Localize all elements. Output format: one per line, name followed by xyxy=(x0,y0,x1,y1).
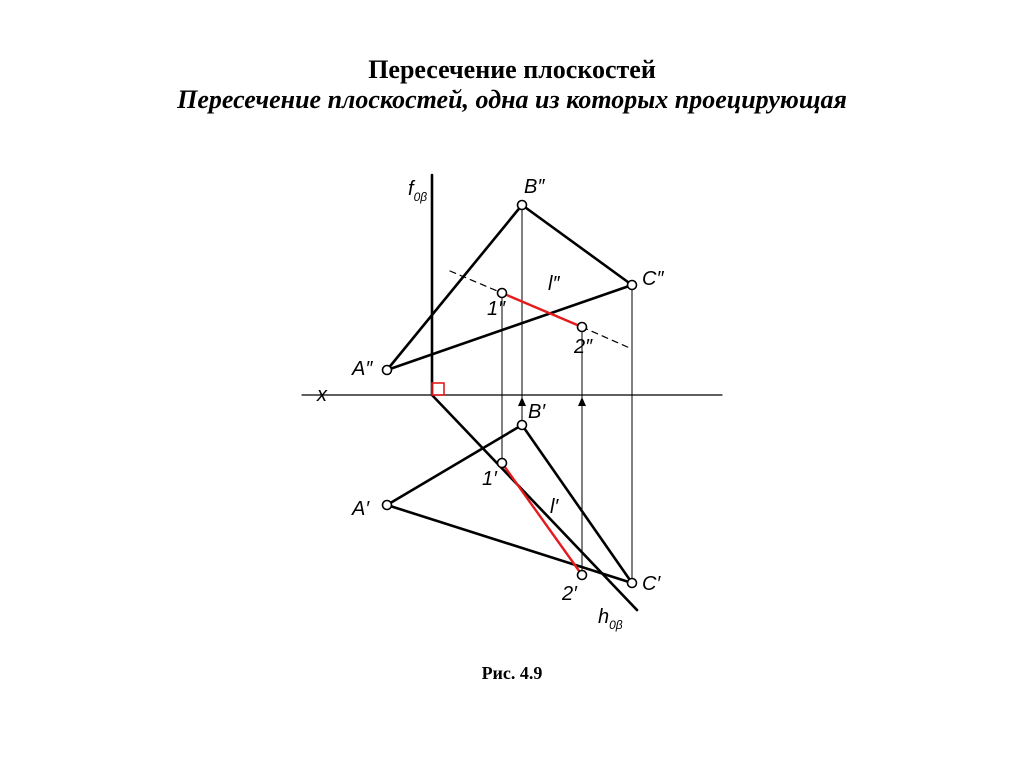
svg-text:2′: 2′ xyxy=(561,583,578,605)
svg-text:C″: C″ xyxy=(642,268,664,290)
svg-text:x: x xyxy=(316,384,328,406)
svg-text:f0β: f0β xyxy=(408,178,427,204)
page-subtitle: Пересечение плоскостей, одна из которых … xyxy=(0,85,1024,115)
svg-text:B″: B″ xyxy=(524,176,545,198)
figure: x f0β h0β l″ l′ A″ B″ C″ 1″ 2″ A′ B′ C′ 1′ 2′ xyxy=(0,145,1024,645)
svg-text:2″: 2″ xyxy=(573,336,593,358)
svg-text:h0β: h0β xyxy=(598,606,623,632)
figure-caption: Рис. 4.9 xyxy=(0,645,1024,684)
title-block: Пересечение плоскостей Пересечение плоск… xyxy=(0,0,1024,115)
svg-text:C′: C′ xyxy=(642,573,661,595)
svg-text:A′: A′ xyxy=(351,498,370,520)
page-title: Пересечение плоскостей xyxy=(0,55,1024,85)
svg-text:1″: 1″ xyxy=(487,298,506,320)
svg-text:l′: l′ xyxy=(550,496,559,518)
svg-text:B′: B′ xyxy=(528,401,546,423)
diagram-svg: x f0β h0β l″ l′ A″ B″ C″ 1″ 2″ A′ B′ C′ 1′ 2′ xyxy=(292,145,732,645)
svg-text:l″: l″ xyxy=(548,273,560,295)
svg-text:A″: A″ xyxy=(351,358,373,380)
svg-text:1′: 1′ xyxy=(482,468,498,490)
